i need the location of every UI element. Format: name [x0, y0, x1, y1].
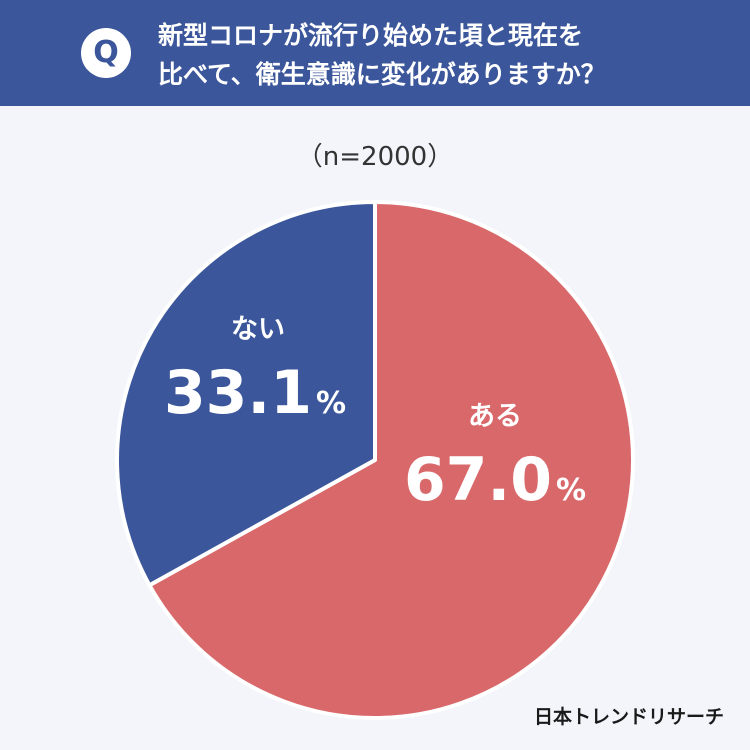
slice-label-aru: ある: [468, 401, 522, 432]
brand-logo: 日本トレンドリサーチ: [533, 706, 724, 728]
slice-value-aru: 67.0%: [404, 445, 586, 515]
slice-label-nai: ない: [231, 314, 285, 345]
question-line-1: 新型コロナが流行り始めた頃と現在を: [158, 21, 584, 50]
pie-slice-nai: [115, 200, 377, 588]
slice-value-nai: 33.1%: [164, 358, 346, 428]
question-line-2: 比べて、衛生意識に変化がありますか？: [158, 60, 606, 89]
question-text: 新型コロナが流行り始めた頃と現在を 比べて、衛生意識に変化がありますか？: [158, 16, 738, 94]
pie-slice-aru: [147, 200, 635, 720]
question-header: Q 新型コロナが流行り始めた頃と現在を 比べて、衛生意識に変化がありますか？: [0, 0, 750, 106]
sample-size: （n=2000）: [296, 142, 454, 172]
question-badge: Q: [81, 28, 131, 78]
